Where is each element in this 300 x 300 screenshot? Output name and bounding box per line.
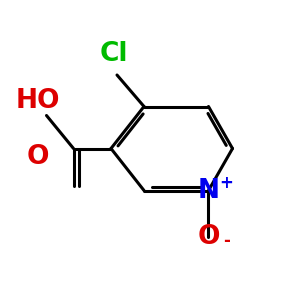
Text: O: O (197, 224, 220, 250)
Text: -: - (223, 232, 230, 250)
Text: N: N (197, 178, 220, 203)
Text: +: + (220, 174, 233, 192)
Text: O: O (26, 145, 49, 170)
Text: HO: HO (15, 88, 60, 113)
Text: Cl: Cl (100, 41, 128, 67)
